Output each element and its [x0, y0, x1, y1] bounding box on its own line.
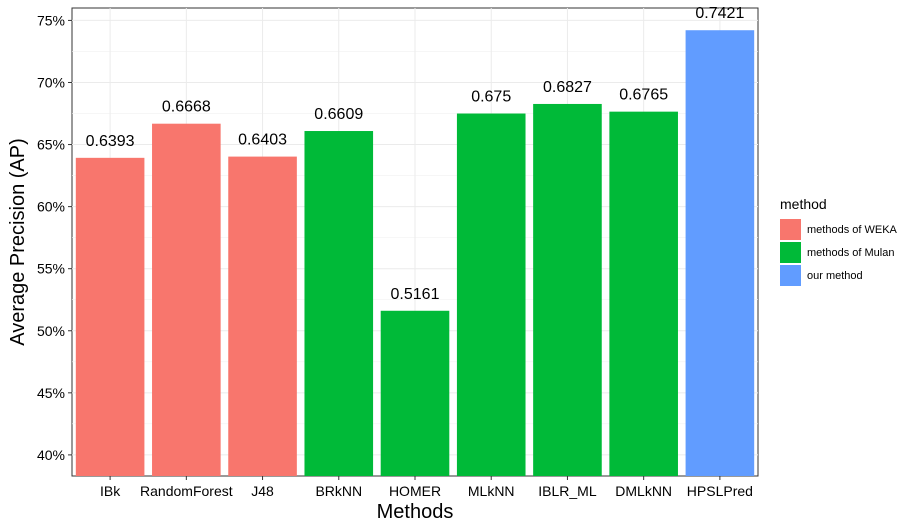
bar-mlknn: [456, 113, 526, 476]
x-tick-label: J48: [251, 483, 274, 499]
legend-item-weka: methods of WEKA: [780, 218, 897, 241]
value-label: 0.7421: [695, 5, 744, 22]
y-axis-title: Average Precision (AP): [7, 138, 29, 346]
bar-homer: [380, 310, 450, 476]
bar-ibk: [75, 157, 145, 477]
x-tick-label: IBLR_ML: [538, 483, 597, 499]
x-tick-label: RandomForest: [140, 483, 233, 499]
value-label: 0.6609: [314, 106, 363, 123]
bar-randomforest: [152, 123, 221, 477]
bar-hpslpred: [685, 30, 755, 476]
legend-label-our-method: our method: [807, 269, 863, 282]
value-label: 0.6765: [619, 87, 668, 104]
legend-label-weka: methods of WEKA: [807, 223, 897, 236]
bar-dmlknn: [609, 111, 678, 476]
legend-label-mulan: methods of Mulan: [807, 246, 895, 259]
value-label: 0.5161: [391, 286, 440, 303]
y-tick-label: 55%: [37, 261, 65, 277]
x-tick-label: MLkNN: [468, 483, 515, 499]
y-tick-label: 40%: [37, 447, 65, 463]
bar-iblr-ml: [533, 103, 602, 476]
x-tick-label: HPSLPred: [687, 483, 753, 499]
value-label: 0.675: [471, 89, 511, 106]
value-label: 0.6403: [238, 132, 287, 149]
x-tick-label: DMLkNN: [615, 483, 672, 499]
legend-item-our-method: our method: [780, 264, 897, 287]
y-axis-ticks: 40% 45% 50% 55% 60% 65% 70% 75%: [37, 12, 72, 463]
value-label: 0.6827: [543, 79, 592, 96]
legend-swatch-weka: [780, 219, 801, 240]
y-tick-label: 65%: [37, 137, 65, 153]
value-labels: 0.6393 0.6668 0.6403 0.6609 0.5161 0.675 0.682…: [86, 5, 745, 303]
y-tick-label: 75%: [37, 12, 65, 28]
y-tick-label: 70%: [37, 74, 65, 90]
x-axis-title: Methods: [377, 501, 454, 523]
legend-swatch-mulan: [780, 242, 801, 263]
value-label: 0.6668: [162, 99, 211, 116]
bars: [75, 30, 755, 477]
legend-title: method: [780, 196, 827, 212]
legend: method methods of WEKA methods of Mulan …: [780, 196, 897, 287]
x-tick-label: HOMER: [389, 483, 441, 499]
bar-brknn: [304, 131, 374, 476]
y-tick-label: 50%: [37, 323, 65, 339]
x-tick-label: IBk: [100, 483, 121, 499]
value-label: 0.6393: [86, 133, 135, 150]
y-tick-label: 45%: [37, 385, 65, 401]
x-tick-label: BRkNN: [315, 483, 362, 499]
x-axis-ticks: IBk RandomForest J48 BRkNN HOMER MLkNN IBLR_ML…: [100, 476, 753, 499]
bar-j48: [228, 156, 297, 476]
y-tick-label: 60%: [37, 199, 65, 215]
legend-swatch-our-method: [780, 265, 801, 286]
legend-item-mulan: methods of Mulan: [780, 241, 897, 264]
